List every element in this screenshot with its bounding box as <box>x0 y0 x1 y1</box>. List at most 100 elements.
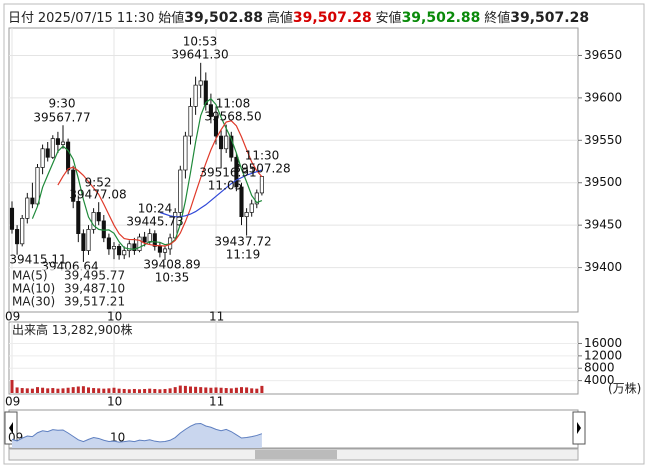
annotation: 11:05 <box>208 179 243 193</box>
close-label: 終値 <box>484 10 510 26</box>
candle-body <box>30 197 35 205</box>
y-tick-label: 4000 <box>584 373 615 387</box>
legend-value: 39,517.21 <box>64 295 125 309</box>
volume-bar <box>122 388 126 393</box>
volume-bar <box>224 388 228 393</box>
candle-body <box>96 212 101 222</box>
volume-bar <box>56 388 60 393</box>
legend-value: 39,495.77 <box>64 269 125 283</box>
legend-name: MA(5) <box>12 269 48 283</box>
volume-bar <box>117 388 121 393</box>
candle-body <box>249 203 254 213</box>
date-label: 日付 <box>8 11 34 26</box>
y-tick-label: 39500 <box>584 175 622 189</box>
arrow-left <box>9 422 13 434</box>
ma-line <box>159 169 263 218</box>
x-tick-label: 10 <box>107 310 122 324</box>
ma-line <box>31 97 263 250</box>
candle-body <box>122 250 127 256</box>
scroll-thumb[interactable] <box>255 450 337 459</box>
volume-bar <box>127 389 131 393</box>
low-value: 39,502.88 <box>402 10 481 26</box>
volume-bar <box>61 388 65 393</box>
candle-body <box>20 218 25 245</box>
volume-panel <box>8 321 579 395</box>
candle-body <box>111 246 117 250</box>
candle-body <box>45 148 50 158</box>
candle-body <box>71 169 76 202</box>
y-tick-label: 12000 <box>584 348 622 362</box>
candle-body <box>198 80 203 86</box>
volume-title: 出来高 13,282,900株 <box>12 322 133 337</box>
annotation: 11:30 <box>245 149 280 163</box>
x-tick-label: 10 <box>107 395 122 409</box>
volume-bar <box>229 388 233 393</box>
price-panel <box>8 27 579 313</box>
candle-body <box>219 135 224 150</box>
annotation: 10:24 <box>138 202 173 216</box>
volume-bar <box>194 386 198 393</box>
volume-bar <box>112 387 116 393</box>
header: 日付 2025/07/15 11:30 始値39,502.88 高値39,507… <box>8 10 589 27</box>
annotation: 39568.50 <box>204 110 261 124</box>
annotation: 11:08 <box>216 97 251 111</box>
volume-bar <box>66 387 70 393</box>
candle-body <box>239 186 244 218</box>
y-tick-label: 39450 <box>584 218 622 232</box>
annotation: 39408.89 <box>143 258 200 272</box>
volume-bar <box>36 387 39 393</box>
annotation: 39415.11 <box>9 253 66 267</box>
candle-body <box>224 135 229 150</box>
y-tick-label: 39550 <box>584 133 622 147</box>
candle-body <box>193 84 198 107</box>
volume-bar <box>209 387 213 393</box>
candle-body <box>213 116 219 137</box>
volume-bar <box>107 388 111 393</box>
candle-body <box>25 197 30 219</box>
volume-bar <box>168 388 172 393</box>
volume-bar <box>240 387 243 393</box>
candle-body <box>106 237 111 250</box>
y-tick-label: 16000 <box>584 336 622 350</box>
annotation: 39567.77 <box>33 111 90 125</box>
candle-body <box>183 135 188 171</box>
candle-body <box>50 138 55 158</box>
annotation: 39641.30 <box>171 48 228 62</box>
annotation: 10:35 <box>155 271 190 285</box>
volume-bar <box>255 388 259 393</box>
candle-body <box>259 176 264 194</box>
annotation: 11:19 <box>226 248 261 262</box>
volume-bar <box>102 388 106 393</box>
volume-bar <box>234 387 238 393</box>
ma-line <box>57 120 263 247</box>
volume-bar <box>245 387 249 393</box>
annotation: 39507.28 <box>233 162 290 176</box>
y-tick-label: 39400 <box>584 260 622 274</box>
legend-value: 39,487.10 <box>64 282 125 296</box>
annotation: 9:30 <box>49 97 76 111</box>
navigator-line <box>11 422 263 443</box>
volume-bar <box>199 387 203 393</box>
candle-body <box>76 201 81 234</box>
volume-bar <box>214 387 218 393</box>
candle-body <box>127 243 132 251</box>
volume-bar <box>46 388 50 393</box>
high-label: 高値 <box>267 10 293 26</box>
candle-body <box>188 106 193 137</box>
volume-bar <box>204 387 208 393</box>
legend-name: MA(10) <box>12 282 55 296</box>
low-label: 安値 <box>376 10 402 26</box>
candle-body <box>101 220 106 239</box>
x-tick-label: 09 <box>5 395 20 409</box>
candle-body <box>81 233 86 251</box>
candle-body <box>35 167 40 205</box>
volume-bar <box>15 387 19 393</box>
y-tick-label: 39600 <box>584 90 622 104</box>
y-tick-label: 8000 <box>584 361 615 375</box>
candle-body <box>162 248 168 253</box>
volume-bar <box>148 388 152 393</box>
x-tick-label: 11 <box>209 395 224 409</box>
volume-bar <box>87 387 90 393</box>
volume-bar <box>41 387 45 393</box>
